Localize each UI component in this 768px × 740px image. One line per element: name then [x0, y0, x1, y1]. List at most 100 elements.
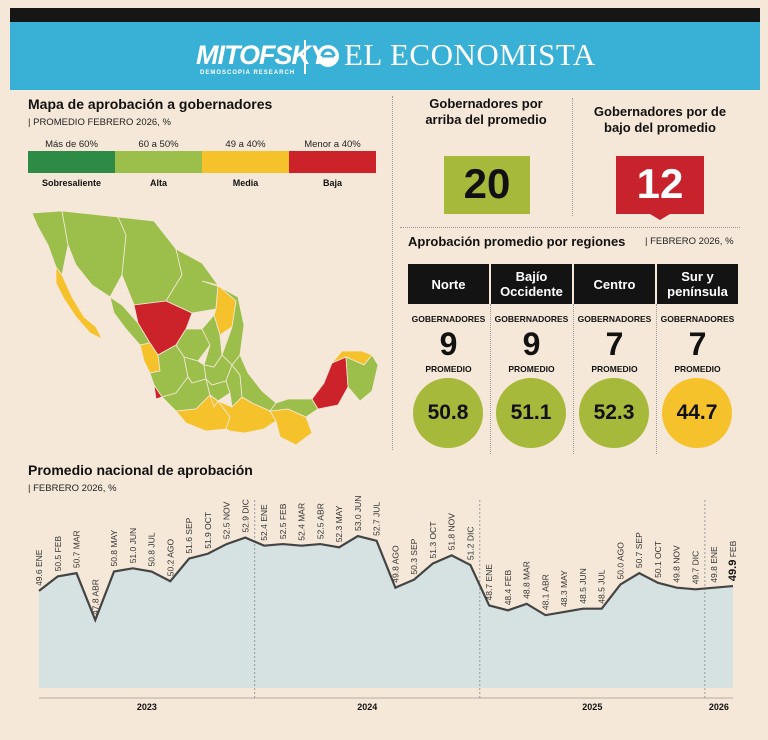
- point-label-2023-jul: 50.8 JUL: [147, 532, 157, 566]
- map-state-morelos: [209, 393, 219, 408]
- point-label-2025-nov: 49.8 NOV: [672, 545, 682, 583]
- point-label-2024-jun: 53.0 JUN: [353, 496, 363, 531]
- point-label-2025-ago: 50.0 AGO: [615, 542, 625, 580]
- chart-area-fill: [39, 536, 733, 688]
- economista-logo-icon: [317, 45, 339, 67]
- above-average-title: Gobernadores por arriba del promedio: [425, 96, 547, 127]
- year-label-2025: 2025: [582, 702, 602, 712]
- regions-subtitle: FEBRERO 2026, %: [645, 236, 733, 247]
- region-norte-avg-label: PROMEDIO: [425, 364, 472, 374]
- gov-divider: [572, 98, 573, 216]
- regions-title: Aprobación promedio por regiones: [408, 234, 626, 249]
- point-label-2024-mar: 52.4 MAR: [297, 503, 307, 541]
- region-norte-gov-label: GOBERNADORES: [411, 314, 486, 324]
- point-label-2025-oct: 50.1 OCT: [653, 541, 663, 578]
- mitofsky-logo: MITOFSKY: [196, 40, 328, 70]
- region-bajio-avg-label: PROMEDIO: [508, 364, 555, 374]
- regions-divider: [400, 227, 740, 228]
- point-label-2025-jun: 48.5 JUN: [578, 568, 588, 603]
- point-label-2023-may: 50.8 MAY: [109, 530, 119, 567]
- legend-label-sobresaliente: Sobresaliente: [41, 178, 102, 188]
- point-label-2023-mar: 50.7 MAR: [72, 530, 82, 568]
- below-average-count: 12: [636, 160, 684, 207]
- header-banner: MITOFSKY DEMOSCOPIA RESEARCH EL ECONOMIS…: [10, 22, 760, 90]
- legend-swatch-media: [202, 151, 289, 173]
- region-sur-avg-label: PROMEDIO: [674, 364, 721, 374]
- point-label-2024-dic: 51.2 DIC: [465, 527, 475, 561]
- legend-range-media: 49 a 40%: [225, 139, 266, 150]
- point-label-2024-ene: 52.4 ENE: [259, 504, 269, 541]
- region-divider-1: [490, 304, 491, 454]
- region-centro-gov-count: 7: [605, 326, 624, 362]
- below-average-box: 12: [616, 156, 704, 220]
- point-label-2025-dic: 49.7 DIC: [690, 551, 700, 585]
- year-label-2026: 2026: [709, 702, 729, 712]
- economista-logo: EL ECONOMISTA: [344, 37, 596, 72]
- year-label-2023: 2023: [137, 702, 157, 712]
- region-norte-header: Norte: [408, 264, 489, 304]
- legend-range-alta: 60 a 50%: [138, 139, 179, 150]
- region-centro-avg-label: PROMEDIO: [591, 364, 638, 374]
- region-sur-avg: 44.7: [662, 378, 732, 448]
- column-divider: [392, 96, 393, 450]
- banner-divider: [304, 40, 306, 74]
- map-subtitle: PROMEDIO FEBRERO 2026, %: [28, 117, 171, 128]
- point-label-2023-ago: 50.2 AGO: [165, 539, 175, 577]
- point-label-2025-feb: 48.4 FEB: [503, 570, 513, 606]
- region-norte-gov-count: 9: [439, 326, 458, 362]
- chart-series-line: [38, 534, 734, 624]
- region-bajio-header: Bajío Occidente: [491, 264, 572, 304]
- map-state-colima: [153, 384, 163, 400]
- map-state-tabasco: [269, 398, 319, 418]
- point-label-2026-ene: 49.8 ENE: [709, 546, 719, 583]
- chart-title: Promedio nacional de aprobación: [28, 462, 253, 478]
- point-label-2023-dic: 52.9 DIC: [240, 499, 250, 533]
- above-average-box: 20: [444, 156, 530, 214]
- point-label-2025-may: 48.3 MAY: [559, 570, 569, 607]
- region-sur-header: Sur y península: [657, 264, 738, 304]
- region-divider-2: [573, 304, 574, 454]
- point-label-2023-nov: 52.5 NOV: [222, 501, 232, 539]
- above-average-count: 20: [463, 160, 511, 207]
- mexico-map: [31, 210, 379, 445]
- below-average-title: Gobernadores por de bajo del promedio: [593, 104, 727, 135]
- map-state-oaxaca: [216, 396, 277, 434]
- point-label-2023-sep: 51.6 SEP: [184, 517, 194, 553]
- region-bajio-gov-count: 9: [522, 326, 541, 362]
- region-centro-avg: 52.3: [579, 378, 649, 448]
- map-state-baja-california-sur: [55, 265, 103, 340]
- map-title: Mapa de aprobación a gobernadores: [28, 96, 273, 112]
- point-label-2024-nov: 51.8 NOV: [447, 513, 457, 551]
- legend-range-baja: Menor a 40%: [304, 139, 361, 150]
- point-label-2025-ene: 48.7 ENE: [484, 564, 494, 601]
- top-bar: [10, 8, 760, 22]
- legend-range-sobresaliente: Más de 60%: [45, 139, 98, 150]
- region-norte-avg: 50.8: [413, 378, 483, 448]
- point-label-2023-jun: 51.0 JUN: [128, 528, 138, 563]
- year-label-2024: 2024: [357, 702, 377, 712]
- point-label-2024-oct: 51.3 OCT: [428, 522, 438, 559]
- point-label-2023-feb: 50.5 FEB: [53, 536, 63, 572]
- point-label-2024-jul: 52.7 JUL: [372, 502, 382, 536]
- point-label-2023-abr: 47.8 ABR: [90, 579, 100, 615]
- legend-swatch-baja: [289, 151, 376, 173]
- legend-swatch-sobresaliente: [28, 151, 115, 173]
- point-label-2024-ago: 49.8 AGO: [390, 545, 400, 583]
- chart-subtitle: FEBRERO 2026, %: [28, 483, 116, 494]
- region-centro-gov-label: GOBERNADORES: [577, 314, 652, 324]
- legend-label-media: Media: [232, 178, 259, 188]
- region-divider-3: [656, 304, 657, 454]
- point-label-2026-feb: 49.9 FEB: [727, 540, 739, 581]
- legend-label-alta: Alta: [149, 178, 167, 188]
- map-state-coahuila: [165, 248, 219, 314]
- region-bajio-gov-label: GOBERNADORES: [494, 314, 569, 324]
- mitofsky-tagline: DEMOSCOPIA RESEARCH: [200, 70, 296, 76]
- point-label-2024-sep: 50.3 SEP: [409, 538, 419, 574]
- point-label-2025-sep: 50.7 SEP: [634, 532, 644, 568]
- region-bajio-avg: 51.1: [496, 378, 566, 448]
- point-label-2025-abr: 48.1 ABR: [540, 574, 550, 610]
- point-label-2023-oct: 51.9 OCT: [203, 512, 213, 549]
- point-label-2025-jul: 48.5 JUL: [597, 569, 607, 603]
